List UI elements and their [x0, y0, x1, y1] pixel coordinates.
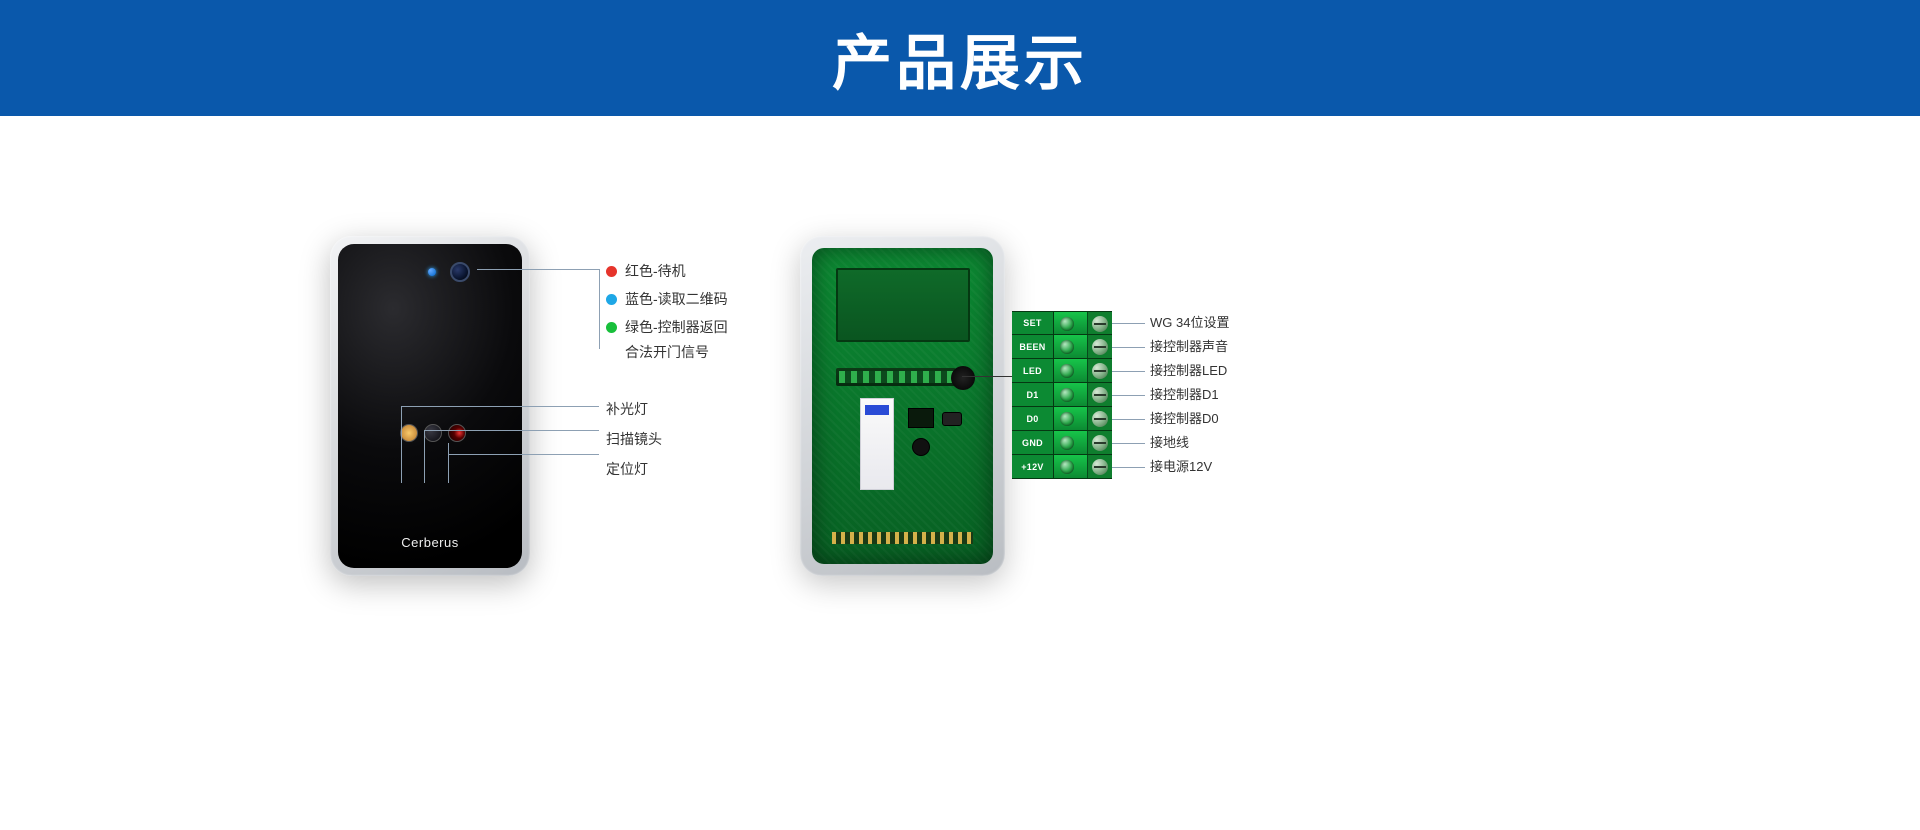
leader-line [962, 376, 1012, 377]
terminal-screw-icon [1088, 431, 1112, 454]
pin-label: LED [1012, 359, 1054, 382]
legend-label: 定位灯 [606, 459, 662, 479]
bullet-icon [606, 322, 617, 333]
leader-line [1112, 395, 1145, 396]
legend-label: 蓝色-读取二维码 [625, 290, 728, 308]
terminal-screw-icon [1088, 359, 1112, 382]
pin-label: D0 [1012, 407, 1054, 430]
legend-row: 绿色-控制器返回 [606, 318, 728, 336]
terminal-legend: WG 34位设置 接控制器声音 接控制器LED 接控制器D1 接控制器D0 接地… [1150, 309, 1229, 477]
buzzer-icon [951, 366, 975, 390]
page-title: 产品展示 [832, 15, 1088, 102]
pcb-board [812, 248, 993, 564]
leader-line [599, 269, 600, 349]
legend-row: 蓝色-读取二维码 [606, 290, 728, 308]
position-light-icon [448, 424, 466, 442]
sensor-legend: 补光灯 扫描镜头 定位灯 [606, 399, 662, 489]
leader-line [1112, 443, 1145, 444]
leader-line [1112, 323, 1145, 324]
terminal-row: +12V [1012, 455, 1112, 479]
leader-line [448, 443, 449, 483]
terminal-row: BEEN [1012, 335, 1112, 359]
top-lens-group [428, 262, 470, 282]
content-area: Cerberus 红色-待机 蓝色-读取二维码 绿色-控制器返回 合法开门信号 … [0, 116, 1920, 830]
terminal-screw-icon [1088, 383, 1112, 406]
brand-label: Cerberus [338, 535, 522, 550]
header-band: 产品展示 [0, 0, 1920, 116]
pin-label: +12V [1012, 455, 1054, 478]
terminal-row: D0 [1012, 407, 1112, 431]
terminal-hole-icon [1054, 359, 1088, 382]
legend-label: 补光灯 [606, 399, 662, 419]
pin-label: SET [1012, 312, 1054, 334]
leader-line [424, 443, 425, 483]
legend-row: 红色-待机 [606, 262, 728, 280]
pin-label: GND [1012, 431, 1054, 454]
leader-line [401, 443, 402, 483]
legend-label: 红色-待机 [625, 262, 686, 280]
pin-strip-icon [832, 532, 973, 544]
legend-label: 绿色-控制器返回 [625, 318, 728, 336]
terminal-row: GND [1012, 431, 1112, 455]
terminal-hole-icon [1054, 455, 1088, 478]
terminal-hole-icon [1054, 312, 1088, 334]
leader-line [448, 454, 599, 455]
leader-line [424, 430, 425, 443]
chip-row-icon [836, 368, 956, 386]
ribbon-cable-icon [860, 398, 894, 490]
terminal-desc: WG 34位设置 [1150, 309, 1229, 333]
camera-lens-icon [450, 262, 470, 282]
bullet-icon [606, 294, 617, 305]
terminal-desc: 接控制器D0 [1150, 405, 1229, 429]
leader-line [1112, 467, 1145, 468]
terminal-desc: 接控制器声音 [1150, 333, 1229, 357]
leader-line [1112, 347, 1145, 348]
legend-label: 扫描镜头 [606, 429, 662, 449]
terminal-desc: 接控制器D1 [1150, 381, 1229, 405]
leader-line [1112, 419, 1145, 420]
leader-line [477, 269, 599, 270]
leader-line [424, 430, 599, 431]
device-back [800, 236, 1005, 576]
leader-line [401, 406, 599, 407]
fill-light-icon [400, 424, 418, 442]
legend-sublabel: 合法开门信号 [625, 343, 728, 361]
terminal-row: SET [1012, 311, 1112, 335]
terminal-block: SET BEEN LED D1 D0 GND [1012, 311, 1112, 479]
terminal-hole-icon [1054, 407, 1088, 430]
leader-line [1112, 371, 1145, 372]
terminal-screw-icon [1088, 455, 1112, 478]
lcd-area-icon [836, 268, 970, 342]
terminal-hole-icon [1054, 335, 1088, 358]
terminal-hole-icon [1054, 431, 1088, 454]
status-led-icon [428, 268, 436, 276]
terminal-screw-icon [1088, 312, 1112, 334]
scan-lens-icon [424, 424, 442, 442]
sensor-row [400, 424, 466, 442]
terminal-desc: 接控制器LED [1150, 357, 1229, 381]
terminal-screw-icon [1088, 335, 1112, 358]
terminal-hole-icon [1054, 383, 1088, 406]
pin-label: BEEN [1012, 335, 1054, 358]
leader-line [401, 406, 402, 443]
status-led-legend: 红色-待机 蓝色-读取二维码 绿色-控制器返回 合法开门信号 [606, 262, 728, 371]
bullet-icon [606, 266, 617, 277]
terminal-desc: 接地线 [1150, 429, 1229, 453]
pin-label: D1 [1012, 383, 1054, 406]
terminal-desc: 接电源12V [1150, 453, 1229, 477]
terminal-row: LED [1012, 359, 1112, 383]
terminal-screw-icon [1088, 407, 1112, 430]
terminal-row: D1 [1012, 383, 1112, 407]
components-icon [908, 408, 968, 468]
